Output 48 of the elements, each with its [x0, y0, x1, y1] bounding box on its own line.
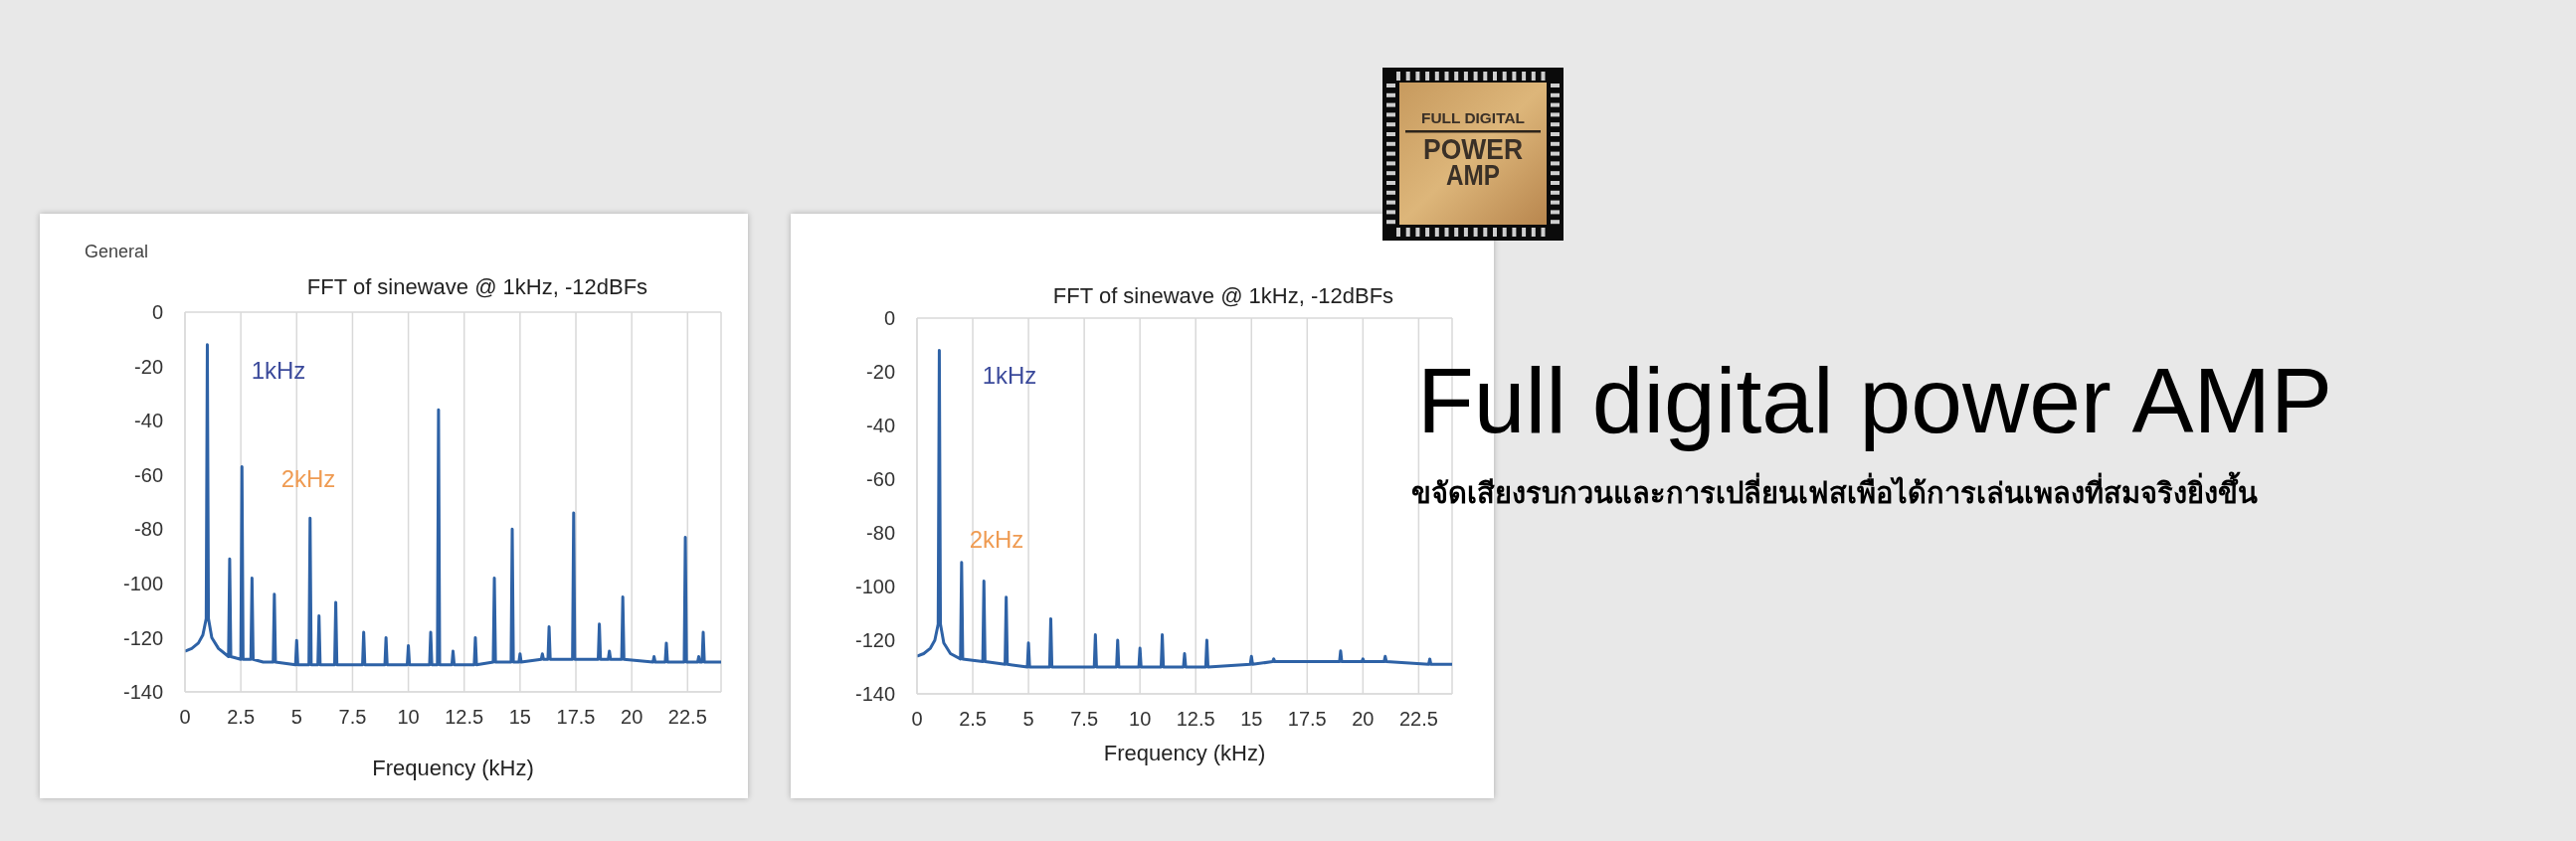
x-tick-label: 7.5 — [1070, 708, 1099, 731]
x-tick-label: 2.5 — [959, 708, 987, 731]
y-tick-label: 0 — [151, 301, 163, 324]
x-tick-label: 15 — [508, 706, 531, 729]
y-tick-label: -120 — [854, 629, 895, 652]
x-tick-label: 12.5 — [445, 706, 484, 729]
x-tick-label: 22.5 — [667, 706, 707, 729]
y-tick-label: -40 — [134, 410, 163, 432]
y-tick-label: -60 — [866, 468, 895, 491]
annotation: 2kHz — [280, 464, 336, 492]
y-tick-label: -80 — [134, 518, 163, 541]
annotation: 1kHz — [251, 356, 306, 384]
chart-title: FFT of sinewave @ 1kHz, -12dBFs — [306, 273, 648, 299]
x-tick-label: 17.5 — [1287, 708, 1327, 731]
line-series — [185, 343, 721, 667]
x-tick-label: 12.5 — [1176, 708, 1215, 731]
x-tick-label: 10 — [397, 706, 420, 729]
y-tick-label: 0 — [883, 307, 895, 330]
x-tick-label: 15 — [1240, 708, 1263, 731]
x-tick-label: 5 — [290, 706, 302, 729]
x-tick-label: 17.5 — [556, 706, 596, 729]
x-tick-label: 7.5 — [338, 706, 367, 729]
x-tick-label: 20 — [621, 706, 644, 729]
x-tick-label: 2.5 — [227, 706, 256, 729]
y-tick-label: -20 — [866, 361, 895, 384]
x-tick-label: 22.5 — [1398, 708, 1438, 731]
y-tick-label: -20 — [134, 355, 163, 378]
text: Full digital power AMP — [1417, 349, 2333, 452]
x-tick-label: 20 — [1352, 708, 1375, 731]
annotation: 2kHz — [969, 525, 1024, 553]
y-tick-label: -120 — [122, 626, 163, 649]
text: FULL DIGITAL — [1421, 109, 1525, 126]
x-tick-label: 0 — [911, 708, 923, 731]
x-tick-label: 5 — [1022, 708, 1034, 731]
y-tick-label: -100 — [122, 572, 163, 594]
text: General — [85, 242, 149, 261]
y-tick-label: -60 — [134, 463, 163, 486]
x-tick-label: 10 — [1129, 708, 1152, 731]
y-tick-label: -80 — [866, 522, 895, 545]
y-tick-label: -100 — [854, 576, 895, 598]
x-tick-label: 0 — [179, 706, 191, 729]
annotation: 1kHz — [982, 361, 1037, 389]
y-tick-label: -140 — [122, 681, 163, 704]
chart-title: FFT of sinewave @ 1kHz, -12dBFs — [1052, 282, 1394, 308]
y-tick-label: -40 — [866, 415, 895, 437]
y-tick-label: -140 — [854, 683, 895, 706]
x-axis-title: Frequency (kHz) — [1103, 740, 1266, 765]
x-axis-title: Frequency (kHz) — [372, 755, 534, 780]
